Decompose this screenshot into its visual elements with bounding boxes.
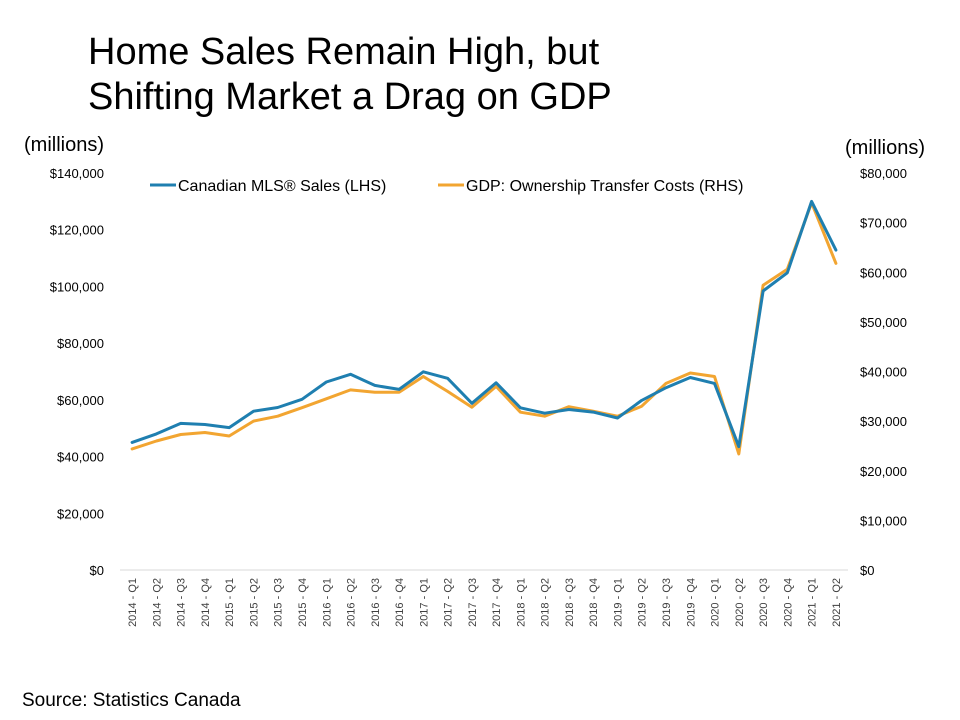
chart-title-line-2: Shifting Market a Drag on GDP — [88, 76, 612, 118]
x-tick-label: 2015 - Q4 — [297, 578, 309, 627]
right-tick-label: $40,000 — [860, 365, 907, 380]
right-tick-label: $20,000 — [860, 464, 907, 479]
x-tick-label: 2018 - Q3 — [564, 578, 576, 627]
x-tick-label: 2017 - Q1 — [418, 578, 430, 627]
chart-title-line-1: Home Sales Remain High, but — [88, 31, 600, 73]
left-tick-label: $0 — [90, 563, 104, 578]
right-tick-label: $50,000 — [860, 315, 907, 330]
left-tick-label: $120,000 — [50, 223, 104, 238]
x-tick-label: 2020 - Q3 — [758, 578, 770, 627]
left-tick-label: $40,000 — [57, 450, 104, 465]
left-tick-label: $80,000 — [57, 336, 104, 351]
x-tick-label: 2014 - Q1 — [127, 578, 139, 627]
source-note: Source: Statistics Canada — [22, 690, 241, 711]
series-line-rhs — [130, 201, 838, 456]
right-tick-label: $0 — [860, 563, 874, 578]
left-axis: $0 $20,000 $40,000 $60,000 $80,000 $100,000 $1… — [50, 166, 104, 578]
x-tick-label: 2014 - Q3 — [176, 578, 188, 627]
right-tick-label: $70,000 — [860, 216, 907, 231]
right-tick-label: $80,000 — [860, 166, 907, 181]
x-tick-label: 2017 - Q2 — [443, 578, 455, 627]
right-tick-label: $60,000 — [860, 265, 907, 280]
x-tick-label: 2014 - Q2 — [151, 578, 163, 627]
right-axis-unit-label: (millions) — [845, 137, 925, 159]
x-tick-label: 2015 - Q3 — [273, 578, 285, 627]
series-layer — [130, 199, 838, 456]
x-tick-label: 2016 - Q2 — [346, 578, 358, 627]
x-tick-label: 2017 - Q4 — [491, 578, 503, 627]
x-tick-label: 2016 - Q3 — [370, 578, 382, 627]
left-tick-label: $140,000 — [50, 166, 104, 181]
x-tick-label: 2021 - Q1 — [807, 578, 819, 627]
series-line-lhs — [130, 199, 838, 449]
x-tick-label: 2015 - Q1 — [224, 578, 236, 627]
x-tick-label: 2020 - Q2 — [734, 578, 746, 627]
left-tick-label: $20,000 — [57, 506, 104, 521]
chart-title: Home Sales Remain High, but Shifting Mar… — [88, 30, 888, 120]
x-tick-label: 2017 - Q3 — [467, 578, 479, 627]
x-tick-label: 2019 - Q1 — [612, 578, 624, 627]
legend-label-rhs: GDP: Ownership Transfer Costs (RHS) — [466, 178, 743, 195]
left-axis-unit-label: (millions) — [24, 134, 104, 156]
left-tick-label: $100,000 — [50, 279, 104, 294]
x-tick-label: 2014 - Q4 — [200, 578, 212, 627]
right-tick-label: $30,000 — [860, 414, 907, 429]
x-tick-label: 2016 - Q4 — [394, 578, 406, 627]
x-tick-label: 2019 - Q4 — [685, 578, 697, 627]
right-axis: $0 $10,000 $20,000 $30,000 $40,000 $50,000 $60… — [860, 166, 907, 578]
x-tick-label: 2020 - Q4 — [782, 578, 794, 627]
x-tick-label: 2018 - Q1 — [515, 578, 527, 627]
x-axis: 2014 - Q1 2014 - Q2 2014 - Q3 2014 - Q4 2015… — [127, 578, 843, 627]
legend: Canadian MLS® Sales (LHS) GDP: Ownership… — [150, 178, 743, 195]
x-tick-label: 2016 - Q1 — [321, 578, 333, 627]
right-tick-label: $10,000 — [860, 513, 907, 528]
left-tick-label: $60,000 — [57, 393, 104, 408]
x-tick-label: 2021 - Q2 — [831, 578, 843, 627]
x-tick-label: 2019 - Q2 — [637, 578, 649, 627]
x-tick-label: 2018 - Q2 — [540, 578, 552, 627]
x-tick-label: 2018 - Q4 — [588, 578, 600, 627]
x-tick-label: 2020 - Q1 — [710, 578, 722, 627]
x-tick-label: 2019 - Q3 — [661, 578, 673, 627]
legend-label-lhs: Canadian MLS® Sales (LHS) — [178, 178, 386, 195]
x-tick-label: 2015 - Q2 — [248, 578, 260, 627]
